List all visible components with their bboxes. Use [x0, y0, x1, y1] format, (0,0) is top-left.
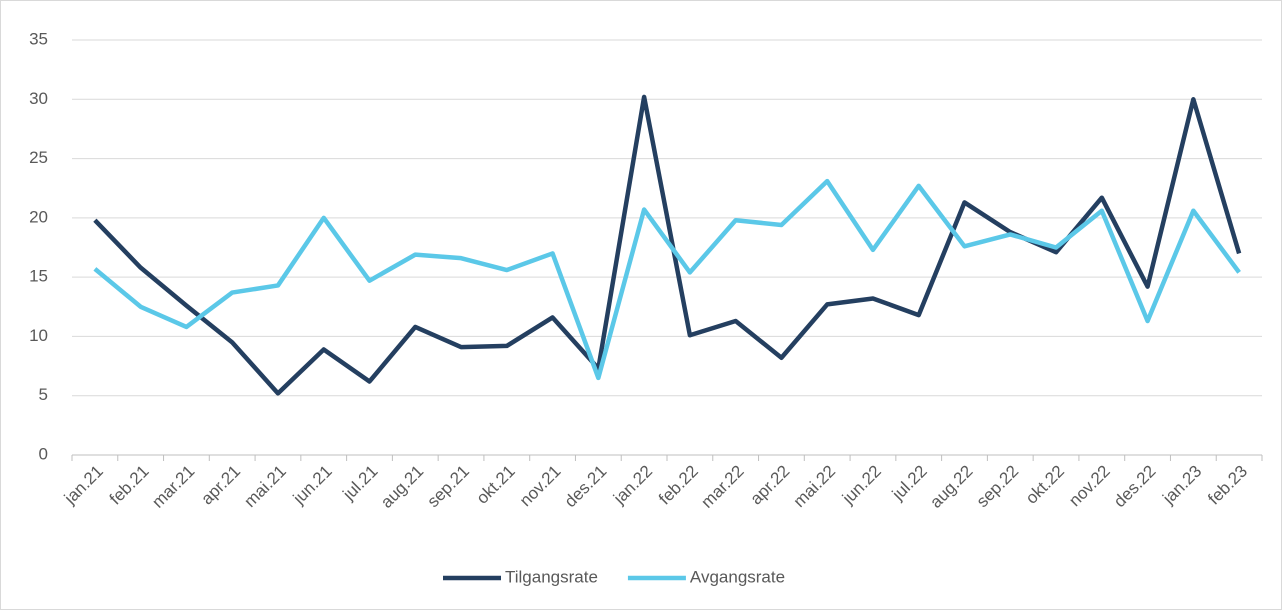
line-series: [93, 178, 1241, 381]
line-series: [93, 94, 1242, 396]
y-tick-label: 20: [29, 207, 48, 226]
y-tick-label: 35: [29, 29, 48, 48]
legend-label: Tilgangsrate: [505, 567, 598, 586]
y-tick-label: 10: [29, 326, 48, 345]
y-tick-label: 0: [39, 444, 48, 463]
y-tick-label: 25: [29, 148, 48, 167]
legend-label: Avgangsrate: [690, 567, 785, 586]
y-tick-label: 5: [39, 385, 48, 404]
y-tick-label: 15: [29, 267, 48, 286]
y-tick-label: 30: [29, 89, 48, 108]
